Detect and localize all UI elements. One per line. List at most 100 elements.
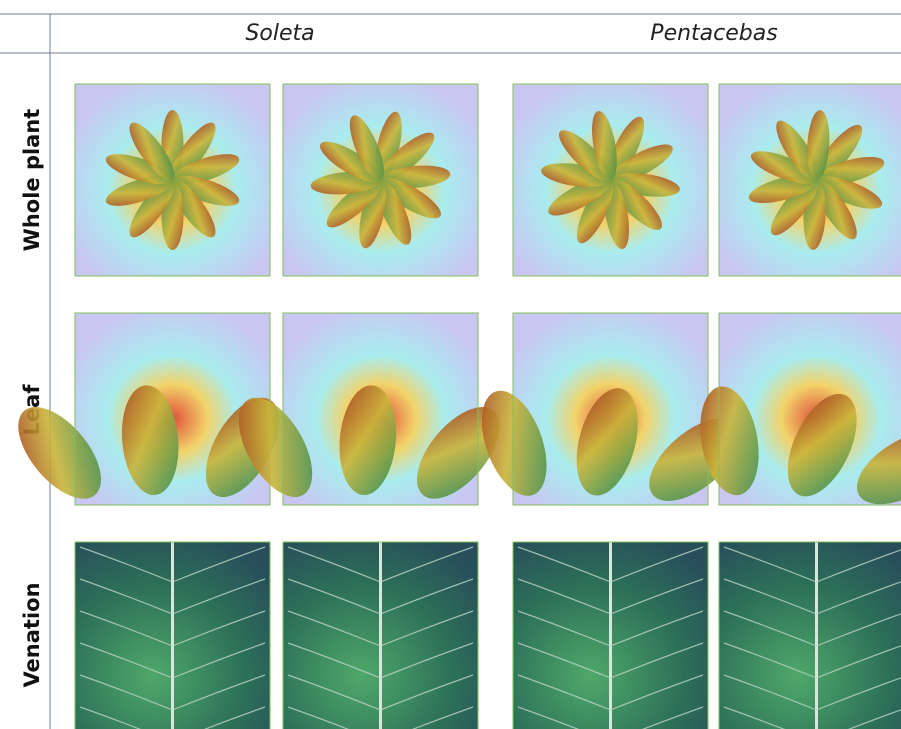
vein — [816, 549, 901, 583]
vein — [172, 610, 266, 647]
panel-border — [74, 541, 271, 729]
leaf — [776, 120, 819, 181]
panel-border — [512, 83, 709, 277]
vein — [287, 610, 381, 647]
image-panel — [512, 541, 709, 729]
image-panel — [718, 83, 901, 277]
leaf — [129, 179, 175, 238]
leaf — [319, 141, 382, 183]
vein — [517, 706, 580, 729]
vein — [517, 610, 611, 647]
leaf — [814, 124, 863, 181]
image-panel — [481, 312, 741, 506]
leaf — [18, 407, 101, 499]
leaf — [610, 144, 673, 183]
vein — [380, 610, 474, 647]
vein — [723, 578, 817, 615]
vein — [287, 578, 381, 615]
leaf — [481, 390, 547, 496]
leaf — [770, 179, 819, 236]
vein — [380, 578, 474, 615]
image-panel — [18, 312, 280, 506]
leaf — [417, 407, 500, 499]
leaf — [576, 388, 638, 496]
vein — [287, 674, 381, 711]
vein — [816, 581, 901, 615]
image-panel — [238, 312, 500, 506]
panel-border — [74, 83, 271, 277]
leaf — [592, 111, 617, 181]
panel-border — [282, 541, 479, 729]
image-panel — [74, 541, 271, 729]
leaf — [349, 115, 384, 181]
vein — [610, 578, 704, 615]
leaf — [856, 430, 901, 505]
column-header: Soleta — [245, 21, 314, 46]
leaf — [339, 385, 397, 496]
panel-border — [718, 312, 901, 506]
vein — [172, 674, 266, 711]
vein — [610, 674, 704, 711]
leaf — [105, 154, 173, 185]
leaf — [172, 175, 240, 206]
vein — [172, 578, 266, 615]
vein — [610, 642, 704, 679]
vein — [517, 578, 611, 615]
vein — [79, 578, 173, 615]
row-header: Whole plant — [20, 109, 44, 252]
vein — [517, 546, 611, 583]
image-panel — [700, 312, 901, 506]
image-panel — [282, 83, 479, 277]
vein — [517, 674, 611, 711]
leaf — [787, 393, 857, 497]
leaf — [121, 385, 179, 496]
vein — [641, 706, 704, 729]
vein — [380, 674, 474, 711]
vein — [723, 642, 817, 679]
leaf — [559, 130, 612, 182]
vein — [610, 610, 704, 647]
vein — [79, 546, 173, 583]
column-header: Pentacebas — [650, 21, 777, 46]
vein — [816, 677, 901, 711]
leaf — [750, 151, 817, 184]
leaf — [816, 176, 883, 209]
leaf — [379, 132, 435, 182]
panel-border — [718, 541, 901, 729]
image-panel — [718, 541, 901, 729]
vein — [723, 674, 817, 711]
vein — [287, 706, 350, 729]
leaf — [326, 178, 382, 228]
vein — [172, 546, 266, 583]
leaf — [576, 179, 614, 244]
leaf — [548, 177, 611, 216]
vein — [203, 706, 266, 729]
leaf — [129, 122, 175, 181]
vein — [79, 674, 173, 711]
leaf — [359, 179, 386, 249]
leaf — [170, 122, 216, 181]
image-panel — [282, 541, 479, 729]
vein — [79, 706, 142, 729]
vein — [517, 642, 611, 679]
vein — [847, 709, 901, 729]
leaf — [170, 179, 216, 238]
vein — [79, 610, 173, 647]
leaf — [814, 179, 857, 240]
leaf — [379, 177, 442, 219]
image-panel — [512, 83, 709, 277]
vein — [287, 546, 381, 583]
leaf-surface — [719, 542, 901, 729]
panel-border — [718, 83, 901, 277]
panel-border — [282, 83, 479, 277]
vein — [79, 642, 173, 679]
vein — [411, 706, 474, 729]
leaf — [609, 178, 662, 230]
vein — [287, 642, 381, 679]
panels — [18, 83, 901, 729]
vein — [816, 613, 901, 647]
vein — [380, 642, 474, 679]
panel-border — [512, 541, 709, 729]
